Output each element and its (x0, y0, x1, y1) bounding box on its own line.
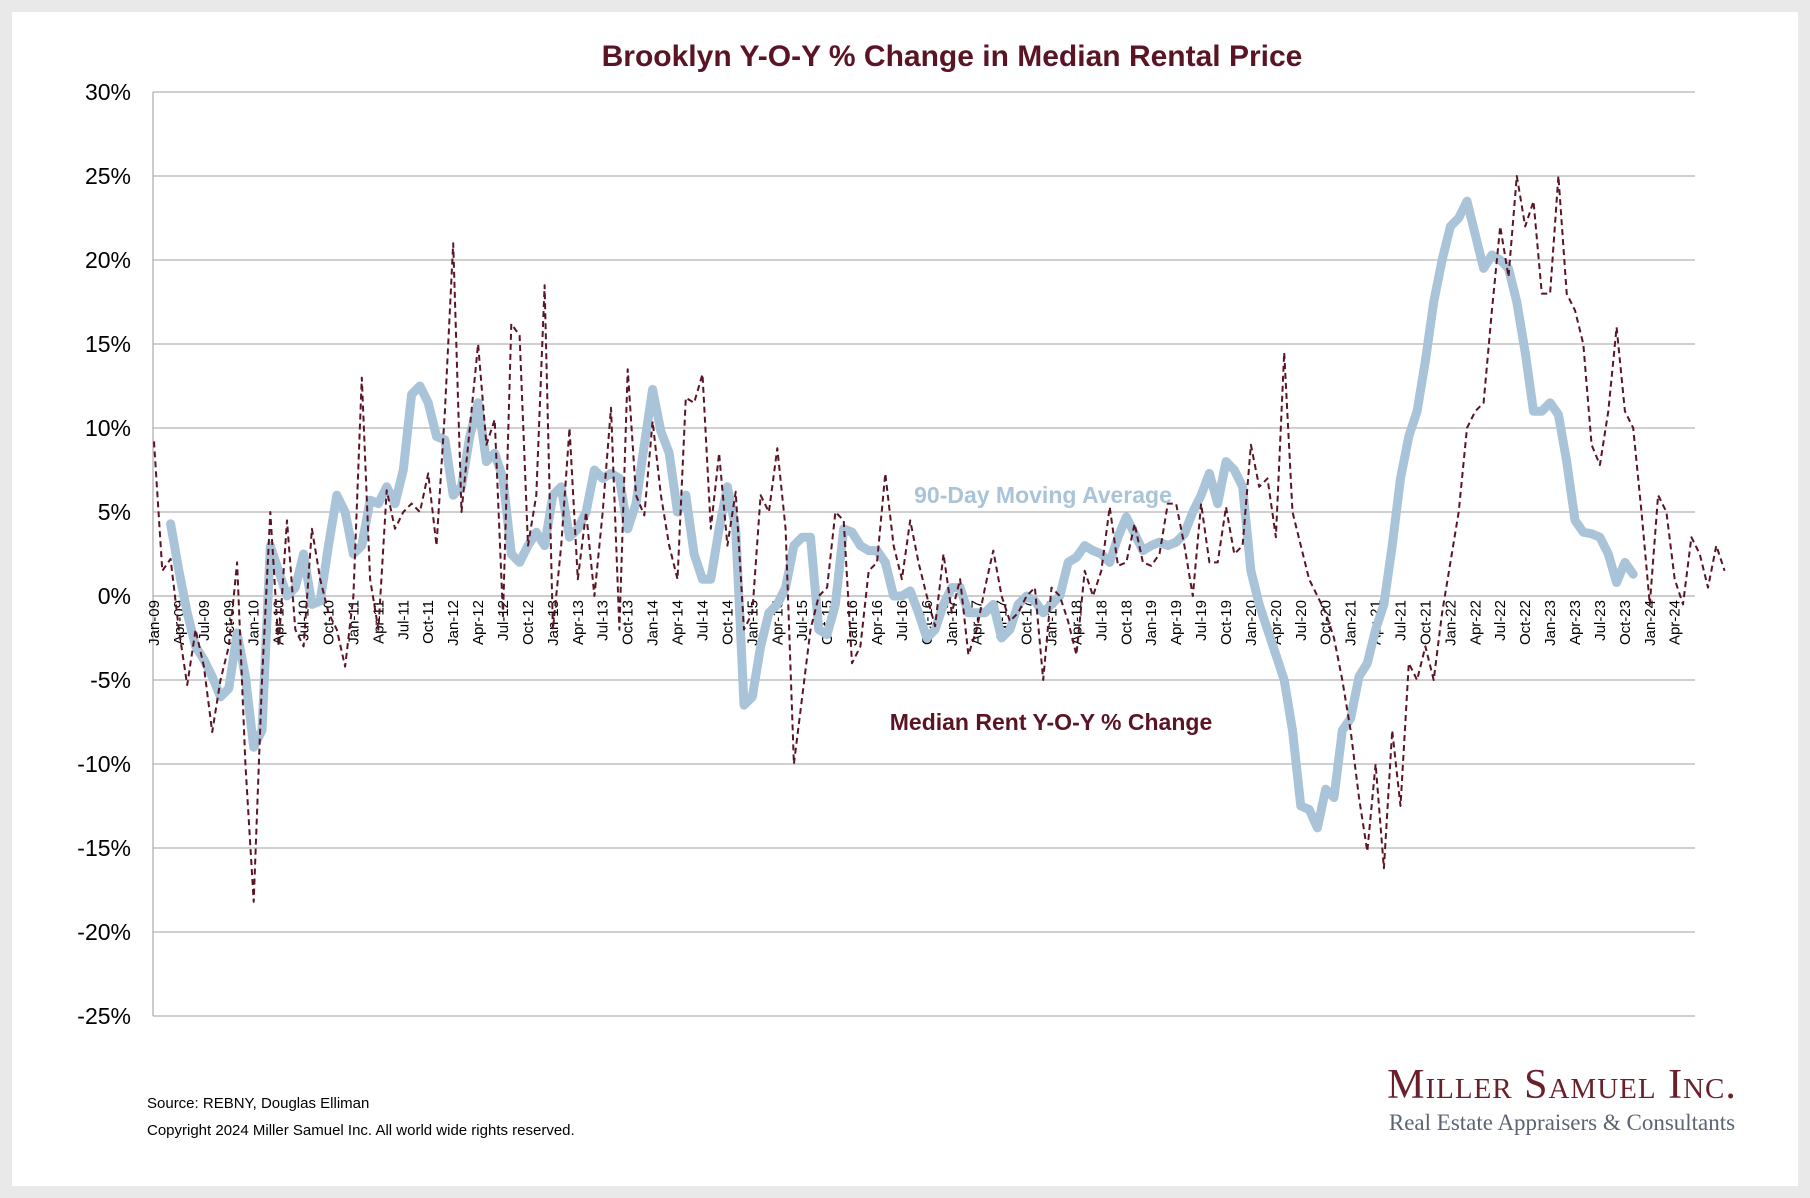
x-tick-label: Apr-19 (1168, 600, 1185, 645)
x-tick-label: Oct-12 (520, 600, 537, 645)
y-tick-label: -15% (77, 835, 131, 861)
line-chart: Brooklyn Y-O-Y % Change in Median Rental… (77, 40, 1726, 1029)
x-tick-label: Apr-22 (1467, 600, 1484, 645)
y-tick-label: 10% (85, 415, 131, 441)
x-tick-label: Jan-12 (445, 600, 462, 646)
median-rent-line (153, 175, 1726, 903)
chart-frame: Brooklyn Y-O-Y % Change in Median Rental… (12, 12, 1798, 1186)
x-tick-label: Oct-19 (1218, 600, 1235, 645)
y-tick-label: 30% (85, 79, 131, 105)
x-tick-label: Oct-17 (1019, 600, 1036, 645)
x-tick-label: Apr-18 (1068, 600, 1085, 645)
x-tick-label: Jul-18 (1093, 600, 1110, 641)
x-tick-label: Jan-10 (246, 600, 263, 646)
x-tick-label: Jul-14 (694, 600, 711, 641)
y-tick-label: 5% (98, 499, 131, 525)
x-tick-label: Oct-11 (420, 600, 437, 644)
x-tick-label: Apr-24 (1667, 600, 1684, 645)
x-tick-label: Apr-23 (1567, 600, 1584, 645)
x-tick-label: Oct-10 (321, 600, 338, 645)
x-tick-label: Jan-17 (944, 600, 961, 646)
x-tick-label: Oct-21 (1417, 600, 1434, 645)
x-tick-label: Jan-09 (146, 600, 163, 646)
y-tick-label: 15% (85, 331, 131, 357)
x-tick-label: Jan-22 (1442, 600, 1459, 646)
x-tick-label: Jan-15 (744, 600, 761, 646)
x-tick-label: Jan-20 (1243, 600, 1260, 646)
x-tick-label: Jan-14 (645, 600, 662, 646)
x-tick-label: Oct-13 (620, 600, 637, 645)
y-tick-label: -10% (77, 751, 131, 777)
x-tick-label: Oct-23 (1617, 600, 1634, 645)
x-tick-label: Jan-19 (1143, 600, 1160, 646)
y-tick-label: 20% (85, 247, 131, 273)
x-tick-label: Oct-14 (719, 600, 736, 645)
y-tick-label: -5% (90, 667, 131, 693)
x-tick-label: Jul-19 (1193, 600, 1210, 641)
y-tick-label: -20% (77, 919, 131, 945)
x-tick-label: Jan-21 (1343, 600, 1360, 646)
x-tick-label: Jan-16 (844, 600, 861, 646)
x-tick-label: Jul-10 (296, 600, 313, 641)
grid-lines (152, 91, 1695, 1017)
x-tick-label: Jul-20 (1293, 600, 1310, 641)
x-tick-label: Jul-13 (595, 600, 612, 641)
median-rent-label: Median Rent Y-O-Y % Change (890, 709, 1212, 735)
x-tick-label: Jan-23 (1542, 600, 1559, 646)
x-tick-label: Jul-23 (1592, 600, 1609, 641)
x-tick-label: Jul-11 (395, 600, 412, 640)
logo-name: Miller Samuel Inc. (1387, 1062, 1737, 1108)
series-lines (153, 175, 1726, 903)
x-tick-label: Oct-20 (1318, 600, 1335, 645)
x-tick-label: Apr-14 (670, 600, 687, 645)
copyright-note: Copyright 2024 Miller Samuel Inc. All wo… (147, 1122, 575, 1139)
logo-tagline: Real Estate Appraisers & Consultants (1388, 1110, 1736, 1135)
y-axis-ticks: 30% 25% 20% 15% 10% 5% 0% -5% -10% -15% -20% -25% (77, 79, 131, 1029)
x-tick-label: Apr-10 (271, 600, 288, 645)
x-tick-label: Apr-13 (570, 600, 587, 645)
x-tick-label: Jul-21 (1393, 600, 1410, 641)
moving-average-label: 90-Day Moving Average (914, 482, 1172, 508)
x-tick-label: Jul-12 (495, 600, 512, 641)
x-tick-label: Jul-22 (1492, 600, 1509, 641)
y-tick-label: 25% (85, 163, 131, 189)
x-tick-label: Oct-18 (1118, 600, 1135, 645)
y-tick-label: 0% (98, 583, 131, 609)
x-tick-label: Jan-24 (1642, 600, 1659, 646)
y-tick-label: -25% (77, 1003, 131, 1029)
x-tick-label: Jul-15 (794, 600, 811, 641)
source-note: Source: REBNY, Douglas Elliman (147, 1095, 370, 1112)
x-tick-label: Oct-22 (1517, 600, 1534, 645)
x-tick-label: Apr-16 (869, 600, 886, 645)
x-tick-label: Jul-16 (894, 600, 911, 641)
company-logo: Miller Samuel Inc. Real Estate Appraiser… (1352, 1062, 1772, 1138)
x-tick-label: Jul-09 (196, 600, 213, 641)
moving-average-line (166, 196, 1638, 833)
chart-title: Brooklyn Y-O-Y % Change in Median Rental… (602, 40, 1303, 73)
x-tick-label: Apr-12 (470, 600, 487, 645)
